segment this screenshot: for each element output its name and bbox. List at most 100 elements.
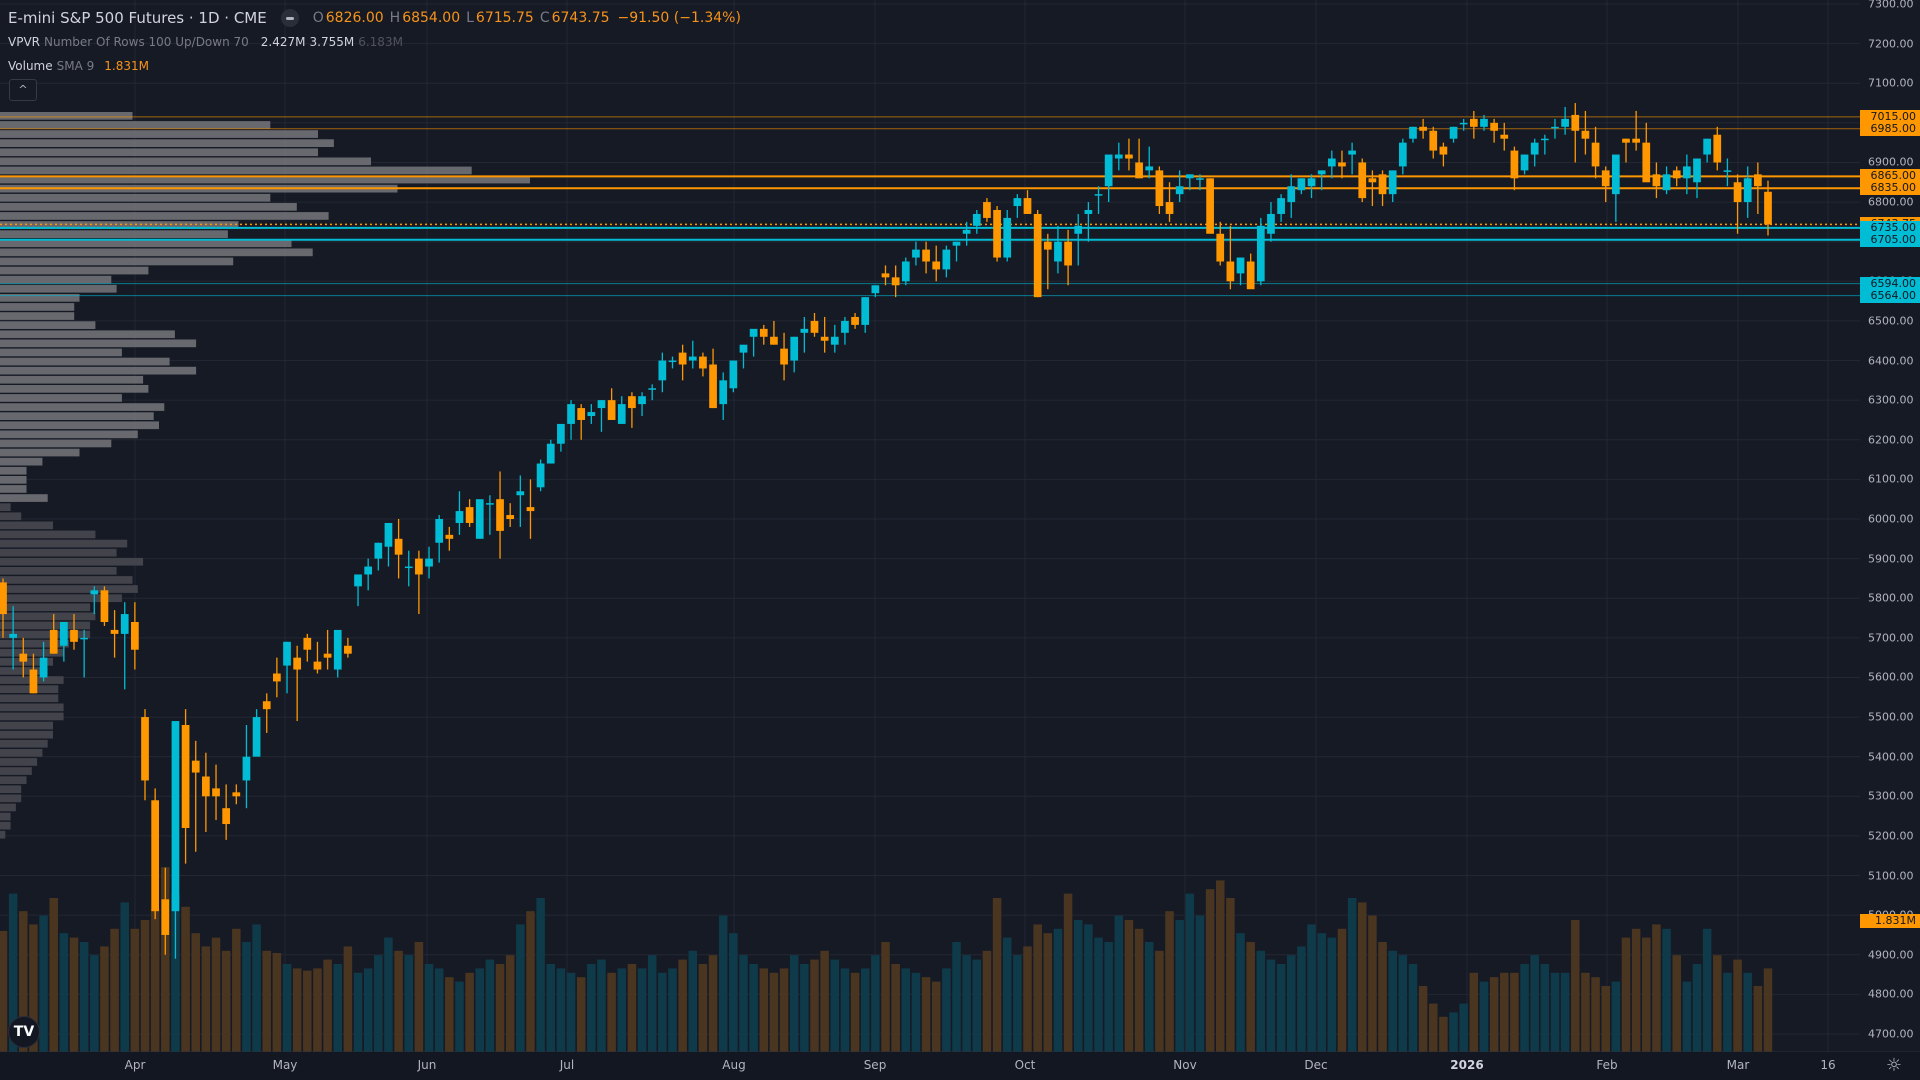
price-axis[interactable]: 7300.007200.007100.007000.006900.006800.… <box>1860 0 1920 1052</box>
volume-bar <box>313 968 322 1052</box>
volume-bar <box>1520 964 1529 1052</box>
candle-body <box>202 776 210 797</box>
volume-bar <box>374 955 383 1052</box>
price-tick-label: 5600.00 <box>1868 670 1914 684</box>
volume-bar <box>871 955 880 1052</box>
volume-bar <box>19 911 28 1052</box>
candle-body <box>60 622 68 646</box>
price-tag: 6835.00 <box>1860 181 1920 196</box>
candle-body <box>141 717 149 781</box>
candle-body <box>1338 162 1346 167</box>
time-axis[interactable]: Apr May Jun Jul Aug Sep Oct Nov Dec 2026 Feb Mar 16 <box>0 1052 1860 1080</box>
volume-legend-row[interactable]: Volume SMA 9 1.831M <box>8 54 743 78</box>
tradingview-logo[interactable]: TV <box>8 1016 40 1048</box>
volume-bar <box>1733 959 1742 1052</box>
candle-body <box>374 542 383 559</box>
volume-bar <box>1063 893 1073 1052</box>
vpvr-bar <box>0 275 112 284</box>
vpvr-bar <box>0 148 318 157</box>
candle-body <box>1155 170 1164 207</box>
volume-bar <box>1652 924 1661 1052</box>
candle-body <box>1256 225 1265 282</box>
vpvr-bar <box>0 303 75 311</box>
time-tick-label: Oct <box>1014 1058 1036 1072</box>
vpvr-bar <box>0 721 53 730</box>
volume-bar <box>384 937 393 1052</box>
vpvr-bar <box>0 557 144 566</box>
volume-bar <box>516 924 525 1052</box>
volume-bar <box>576 977 586 1052</box>
vpvr-bar <box>0 567 117 575</box>
volume-bar <box>1560 972 1570 1052</box>
candle-body <box>770 336 778 345</box>
candle-body <box>313 661 322 670</box>
volume-bar <box>1753 986 1763 1052</box>
volume-bar <box>1276 964 1286 1052</box>
candle-body <box>536 463 545 488</box>
symbol-title[interactable]: E-mini S&P 500 Futures · 1D · CME <box>8 9 267 27</box>
candle-body <box>1216 233 1225 262</box>
vpvr-bar <box>0 794 22 803</box>
vpvr-bar <box>0 776 27 784</box>
vpvr-bar <box>0 266 149 275</box>
low-value: 6715.75 <box>475 10 534 26</box>
hide-legend-icon[interactable] <box>280 9 299 27</box>
volume-bar <box>110 928 119 1052</box>
volume-bar <box>1155 950 1164 1052</box>
chart-legend: E-mini S&P 500 Futures · 1D · CME O 6826.… <box>8 6 743 78</box>
volume-bar <box>698 964 708 1052</box>
volume-bar <box>820 950 829 1052</box>
price-tick-label: 5900.00 <box>1868 552 1914 566</box>
candle-body <box>1551 126 1559 129</box>
candle-body <box>232 792 241 797</box>
settings-gear-icon[interactable]: ☼ <box>1885 1055 1903 1076</box>
candle-body <box>171 721 180 912</box>
vpvr-down-volume: 3.755M <box>309 35 355 49</box>
volume-bar <box>49 898 58 1052</box>
candle-body <box>1023 198 1032 214</box>
volume-bar <box>465 972 474 1052</box>
volume-bar <box>1418 986 1428 1052</box>
volume-bar <box>1388 950 1397 1052</box>
candle-body <box>1754 174 1762 187</box>
candle-body <box>1459 122 1468 125</box>
candle-body <box>526 507 535 512</box>
candle-body <box>993 210 1001 258</box>
volume-bar <box>840 968 850 1052</box>
vpvr-bar <box>0 494 48 502</box>
volume-bar <box>363 968 373 1052</box>
volume-bar <box>1185 893 1195 1052</box>
candle-body <box>90 590 99 595</box>
vpvr-bar <box>0 439 112 448</box>
collapse-legend-button[interactable]: ^ <box>9 79 37 101</box>
candle-body <box>1185 174 1194 179</box>
candle-body <box>222 808 231 825</box>
volume-bar <box>779 968 789 1052</box>
candle-body <box>19 653 28 662</box>
volume-bar <box>1621 937 1631 1052</box>
volume-bar <box>485 959 495 1052</box>
volume-bar <box>1246 942 1255 1052</box>
open-value: 6826.00 <box>325 10 384 26</box>
candle-body <box>1520 154 1529 171</box>
vpvr-bar <box>0 603 91 612</box>
volume-bar <box>1723 972 1732 1052</box>
candle-body <box>749 328 758 337</box>
candle-body <box>1297 178 1306 191</box>
candle-body <box>1287 186 1296 203</box>
volume-bar <box>729 933 738 1052</box>
vpvr-legend-row[interactable]: VPVR Number Of Rows 100 Up/Down 70 2.427… <box>8 30 743 54</box>
volume-bar <box>536 898 545 1052</box>
volume-bar <box>1286 955 1296 1052</box>
volume-bar <box>1571 920 1580 1052</box>
volume-bar <box>597 959 606 1052</box>
volume-bar <box>475 968 485 1052</box>
candle-body <box>1348 150 1356 155</box>
volume-bar <box>1601 986 1610 1052</box>
candle-body <box>212 788 220 797</box>
time-tick-label: Apr <box>124 1058 146 1072</box>
vpvr-bar <box>0 585 138 593</box>
volume-bar <box>69 937 79 1052</box>
volume-bar <box>1631 928 1641 1052</box>
